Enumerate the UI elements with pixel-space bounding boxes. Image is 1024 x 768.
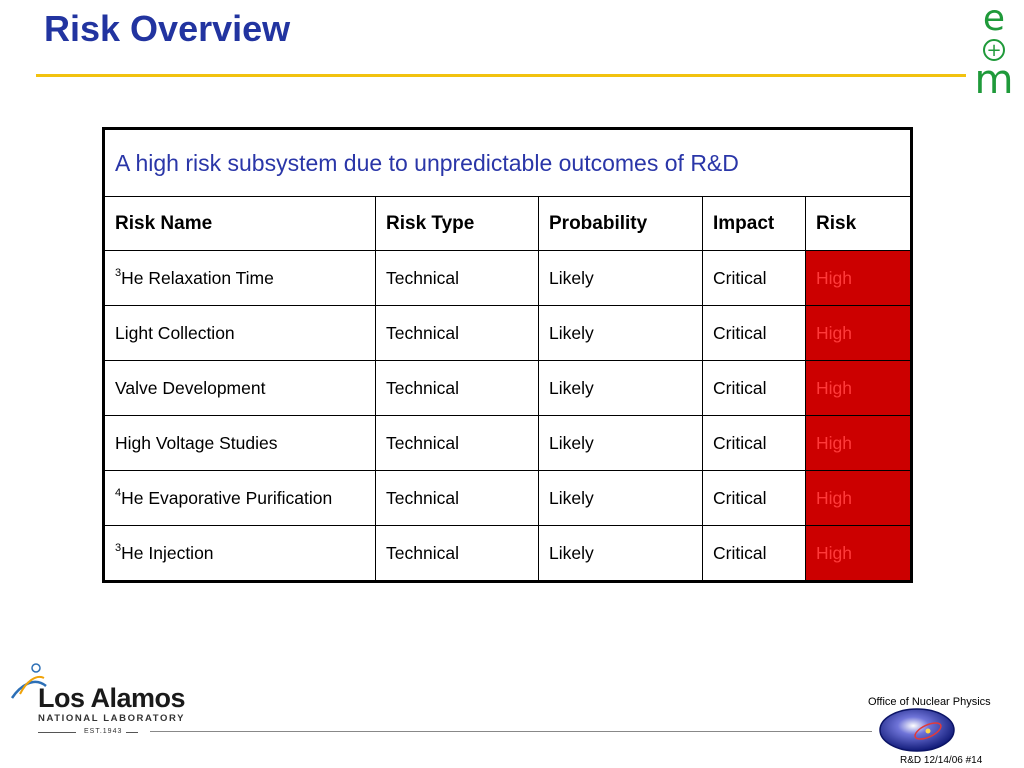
- cell-risk: High: [805, 415, 912, 471]
- cell-impact: Critical: [702, 525, 806, 582]
- slide-reference: R&D 12/14/06 #14: [900, 755, 983, 766]
- cell-risk-name: 3He Injection: [103, 525, 376, 582]
- risk-name-text: He Evaporative Purification: [121, 487, 333, 508]
- cell-risk-name: Light Collection: [103, 305, 376, 361]
- risk-name-text: Valve Development: [115, 377, 266, 398]
- header-risk-type: Risk Type: [375, 196, 539, 251]
- cell-impact: Critical: [702, 250, 806, 306]
- cell-impact: Critical: [702, 415, 806, 471]
- cell-risk-type: Technical: [375, 470, 539, 526]
- cell-risk-name: High Voltage Studies: [103, 415, 376, 471]
- cell-risk: High: [805, 470, 912, 526]
- cell-risk-type: Technical: [375, 305, 539, 361]
- table-header-row: Risk Name Risk Type Probability Impact R…: [103, 196, 912, 251]
- logo-plus-circle: [983, 39, 1005, 61]
- table-row: 3He Relaxation Time Technical Likely Cri…: [103, 250, 912, 306]
- cell-risk-type: Technical: [375, 415, 539, 471]
- logo-letter-m: m: [975, 57, 1014, 100]
- edm-logo: e + m: [975, 0, 1014, 100]
- footer-divider: [150, 731, 872, 732]
- risk-name-text: High Voltage Studies: [115, 432, 278, 453]
- table-caption: A high risk subsystem due to unpredictab…: [103, 128, 912, 197]
- table-row: Valve Development Technical Likely Criti…: [103, 360, 912, 416]
- cell-risk-type: Technical: [375, 360, 539, 416]
- cell-risk-name: Valve Development: [103, 360, 376, 416]
- logo-letter-e: e: [983, 0, 1005, 39]
- cell-risk-type: Technical: [375, 250, 539, 306]
- lab-est-rule-right: [126, 732, 138, 733]
- logo-letter-plus: +: [986, 40, 1001, 61]
- header-risk-name: Risk Name: [103, 196, 376, 251]
- cell-risk-name: 4He Evaporative Purification: [103, 470, 376, 526]
- table-row: Light Collection Technical Likely Critic…: [103, 305, 912, 361]
- isotope-superscript: 3: [115, 541, 122, 554]
- risk-name-text: Light Collection: [115, 322, 235, 343]
- cell-probability: Likely: [538, 250, 703, 306]
- lab-est-rule-left: [38, 732, 76, 733]
- isotope-superscript: 4: [115, 486, 122, 499]
- doe-seal-icon: [879, 708, 955, 752]
- cell-probability: Likely: [538, 525, 703, 582]
- table-row: 3He Injection Technical Likely Critical …: [103, 525, 912, 582]
- cell-probability: Likely: [538, 415, 703, 471]
- header-impact: Impact: [702, 196, 806, 251]
- header-risk: Risk: [805, 196, 912, 251]
- cell-impact: Critical: [702, 470, 806, 526]
- office-label: Office of Nuclear Physics: [868, 696, 991, 708]
- cell-risk: High: [805, 525, 912, 582]
- risk-table: A high risk subsystem due to unpredictab…: [102, 127, 913, 583]
- cell-risk: High: [805, 250, 912, 306]
- cell-risk: High: [805, 360, 912, 416]
- table-row: High Voltage Studies Technical Likely Cr…: [103, 415, 912, 471]
- table-row: 4He Evaporative Purification Technical L…: [103, 470, 912, 526]
- cell-risk-type: Technical: [375, 525, 539, 582]
- slide-title: Risk Overview: [44, 8, 291, 49]
- table-caption-row: A high risk subsystem due to unpredictab…: [103, 128, 912, 197]
- cell-risk: High: [805, 305, 912, 361]
- title-divider: [36, 74, 966, 77]
- cell-probability: Likely: [538, 470, 703, 526]
- lab-subtitle: NATIONAL LABORATORY: [38, 713, 186, 724]
- isotope-superscript: 3: [115, 266, 122, 279]
- lab-name: Los Alamos: [38, 683, 186, 713]
- lab-established: EST.1943: [84, 728, 123, 735]
- cell-probability: Likely: [538, 305, 703, 361]
- lanl-swoosh-icon: [10, 663, 47, 699]
- cell-impact: Critical: [702, 305, 806, 361]
- cell-impact: Critical: [702, 360, 806, 416]
- cell-probability: Likely: [538, 360, 703, 416]
- risk-name-text: He Injection: [121, 542, 214, 563]
- header-probability: Probability: [538, 196, 703, 251]
- risk-name-text: He Relaxation Time: [121, 267, 274, 288]
- cell-risk-name: 3He Relaxation Time: [103, 250, 376, 306]
